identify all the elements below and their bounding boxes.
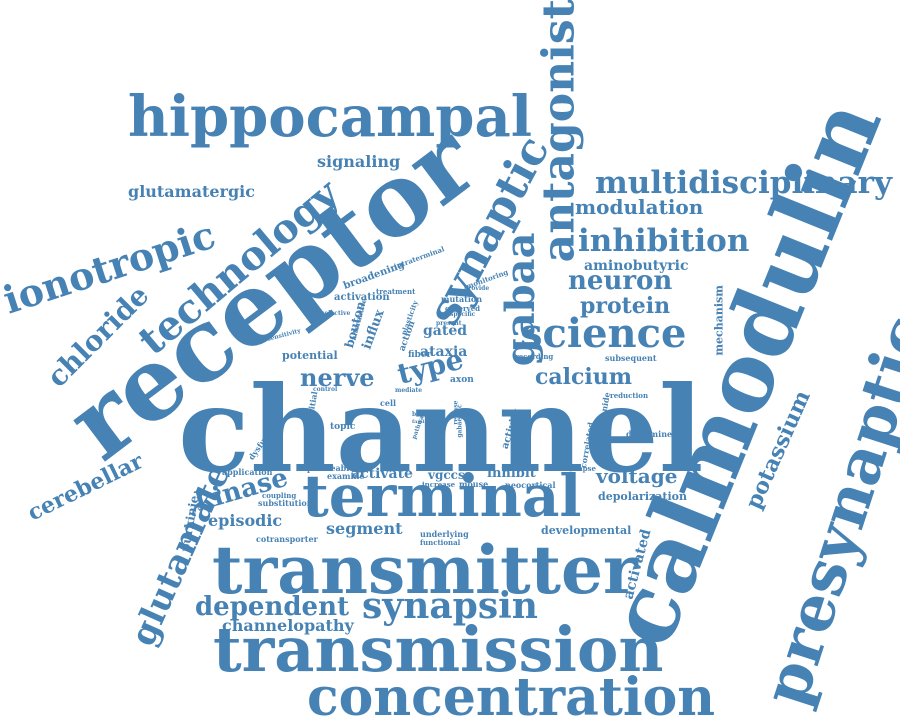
word-vgccs: vgccs bbox=[428, 467, 465, 482]
word-hippocampal: hippocampal bbox=[128, 84, 533, 151]
word-neuron: neuron bbox=[568, 265, 673, 296]
word-mediate: mediate bbox=[395, 387, 423, 395]
word-glutamatergic: glutamatergic bbox=[128, 181, 255, 201]
word-cerebellar: cerebellar bbox=[23, 448, 148, 527]
word-signaling: signaling bbox=[317, 151, 401, 171]
word-mutation: mutation bbox=[441, 293, 483, 304]
word-dependent: dependent bbox=[195, 591, 349, 622]
word-neocortical: neocortical bbox=[505, 479, 556, 490]
word-multidisciplinary: multidisciplinary bbox=[595, 164, 892, 201]
word-science: science bbox=[520, 309, 687, 357]
word-fiber: fiber bbox=[408, 349, 432, 360]
word-family: family bbox=[412, 419, 430, 426]
word-application: application bbox=[222, 466, 273, 477]
word-selective: selective bbox=[321, 310, 351, 318]
word-inhibit: inhibit bbox=[487, 465, 536, 481]
word-permeable: permeable bbox=[307, 462, 355, 473]
word-ataxia: ataxia bbox=[420, 344, 468, 361]
word-depolarization: depolarization bbox=[598, 490, 687, 504]
word-subsequent: subsequent bbox=[605, 352, 657, 363]
word-modulation: modulation bbox=[575, 195, 704, 220]
word-voltage: voltage bbox=[596, 464, 678, 489]
word-cotransporter: cotransporter bbox=[256, 533, 318, 544]
word-observed: observed bbox=[445, 303, 481, 313]
word-provide: provide bbox=[464, 285, 490, 293]
word-synapsin: synapsin bbox=[362, 584, 538, 627]
word-aminobutyric: aminobutyric bbox=[584, 258, 689, 275]
word-control: control bbox=[313, 386, 338, 394]
word-gated: gated bbox=[423, 323, 468, 340]
word-treatment: treatment bbox=[376, 286, 416, 296]
word-transmitter: transmitter bbox=[212, 530, 638, 609]
word-basket: basket bbox=[412, 411, 435, 419]
word-block: block bbox=[458, 411, 474, 418]
word-activate: activate bbox=[351, 466, 413, 483]
word-underlying: underlying bbox=[420, 528, 469, 539]
word-axon: axon bbox=[450, 374, 474, 385]
word-terminal: terminal bbox=[302, 461, 582, 530]
word-protein: protein bbox=[580, 292, 671, 319]
word-antagonist: antagonist bbox=[533, 0, 585, 262]
word-recording: recording bbox=[515, 351, 554, 361]
word-activation: activation bbox=[334, 292, 390, 304]
word-calcium: calcium bbox=[535, 363, 633, 390]
word-channelopathy: channelopathy bbox=[222, 615, 354, 635]
word-specific: specific bbox=[450, 311, 476, 319]
word-coupling: coupling bbox=[262, 490, 297, 500]
word-mouse: mouse bbox=[459, 478, 489, 489]
word-synapse: synapse bbox=[565, 463, 596, 473]
word-transmission: transmission bbox=[213, 612, 664, 686]
word-inhibition: inhibition bbox=[578, 222, 750, 259]
word-developmental: developmental bbox=[541, 524, 632, 538]
word-functional: functional bbox=[420, 537, 461, 547]
word-channel: channel bbox=[178, 359, 704, 499]
word-episodic: episodic bbox=[208, 510, 283, 530]
word-reduction: reduction bbox=[610, 390, 649, 400]
word-determined: determined bbox=[626, 428, 678, 439]
word-potential: potential bbox=[282, 349, 338, 363]
word-nerve: nerve bbox=[300, 363, 375, 393]
word-examine: examine bbox=[327, 470, 365, 481]
word-cell: cell bbox=[380, 397, 397, 408]
word-concentration: concentration bbox=[307, 667, 716, 717]
word-segment: segment bbox=[326, 518, 403, 538]
word-increase: increase bbox=[422, 479, 456, 489]
word-present: present bbox=[436, 320, 462, 328]
word-mechanism: mechanism bbox=[712, 285, 726, 356]
word-substitution: substitution bbox=[258, 497, 313, 508]
word-topic: topic bbox=[330, 421, 356, 432]
